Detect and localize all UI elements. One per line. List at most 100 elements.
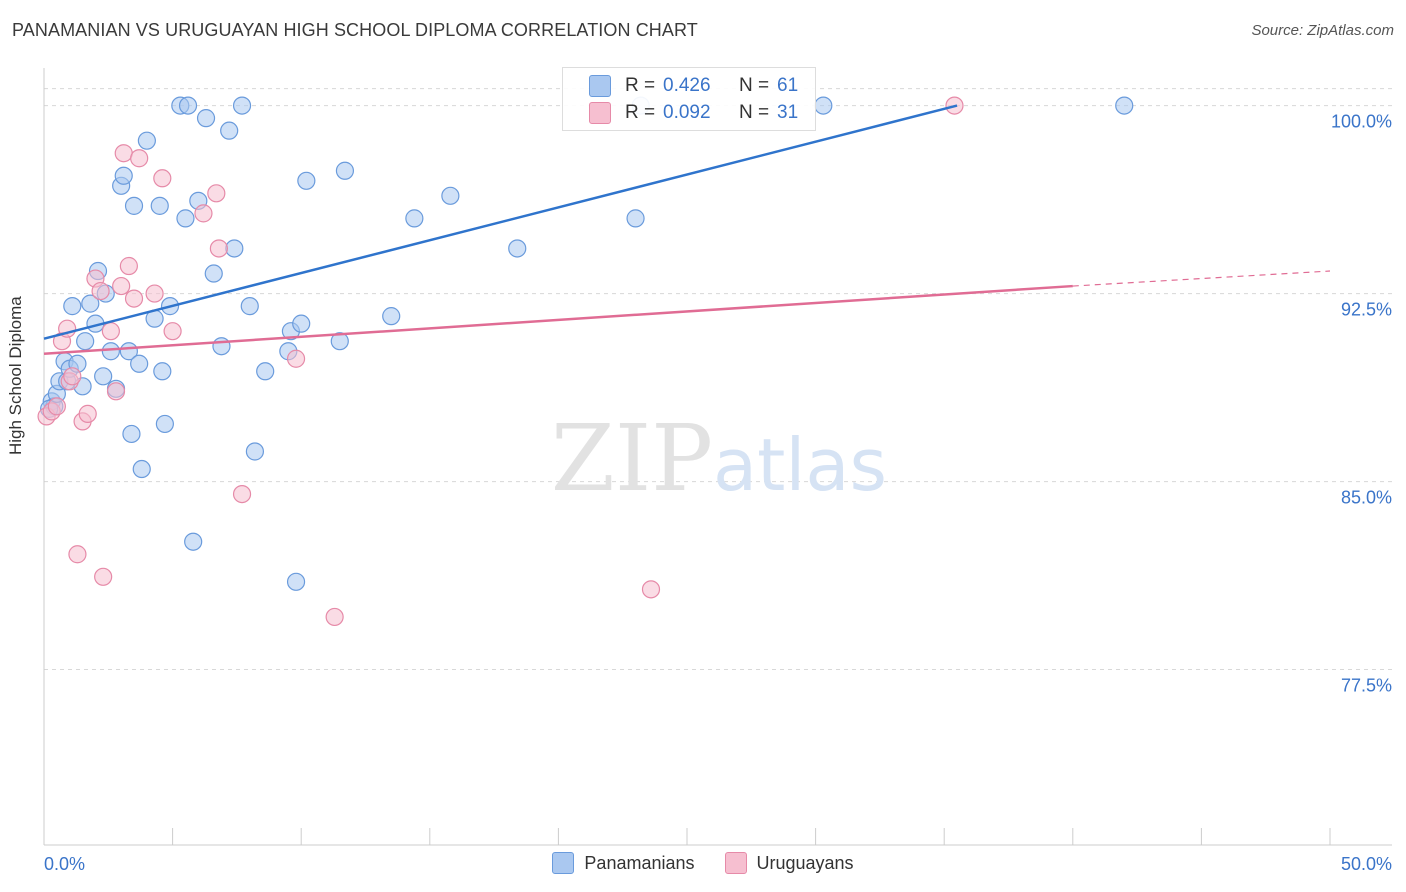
uruguayan-point	[68, 545, 87, 564]
trend-line-uruguayans	[43, 284, 1073, 355]
panamanian-point	[225, 239, 244, 258]
uruguayans-label: Uruguayans	[756, 852, 854, 873]
uruguayan-point	[114, 144, 133, 163]
panamanian-point	[245, 442, 265, 461]
y-tick-label: 77.5%	[1341, 676, 1392, 696]
panamanian-point	[124, 196, 144, 215]
legend-r-value: 0.426	[663, 75, 711, 96]
uruguayan-point	[63, 367, 82, 386]
data-points	[37, 96, 1134, 627]
uruguayan-point	[209, 239, 228, 258]
panamanian-point	[256, 362, 275, 381]
legend-r-value: 0.092	[663, 102, 711, 123]
panamanian-point	[184, 532, 203, 551]
panamanian-point	[405, 209, 424, 228]
panamanian-point	[130, 354, 149, 373]
legend-swatch-pink	[589, 102, 611, 124]
panamanian-point	[63, 297, 82, 316]
panamanian-point	[330, 332, 349, 351]
legend-row-panamanians: R = 0.426 N = 61	[589, 75, 798, 97]
legend-swatch-blue	[589, 75, 611, 97]
tick-labels: 100.0% 92.5% 85.0% 77.5% 0.0% 50.0%	[44, 112, 1392, 874]
watermark-zip: ZIP	[551, 405, 713, 512]
x-tick-label: 50.0%	[1341, 854, 1392, 874]
panamanian-point	[94, 367, 113, 386]
panamanian-point	[286, 572, 306, 591]
uruguayan-point	[106, 382, 126, 401]
uruguayan-point	[124, 289, 144, 308]
trend-lines	[43, 104, 1331, 355]
uruguayan-point	[91, 281, 110, 301]
panamanian-point	[297, 171, 316, 190]
panamanian-point	[204, 264, 223, 283]
panamanian-point	[76, 332, 95, 351]
trend-line-panamanians	[43, 104, 958, 340]
trend-line-extension	[1072, 270, 1331, 287]
uruguayan-point	[47, 397, 66, 416]
panamanian-point	[150, 196, 169, 215]
uruguayan-point	[94, 567, 113, 586]
legend-item-uruguayans[interactable]: Uruguayans	[724, 852, 854, 874]
uruguayan-point	[207, 184, 226, 203]
panamanians-label: Panamanians	[584, 852, 695, 873]
panamanian-point	[441, 186, 460, 205]
panamanian-point	[335, 161, 355, 180]
legend-item-panamanians[interactable]: Panamanians	[552, 852, 695, 874]
panamanian-point	[232, 96, 252, 115]
uruguayans-swatch	[724, 852, 747, 874]
x-tick-label: 0.0%	[44, 854, 85, 874]
source-label: Source: ZipAtlas.com	[1251, 22, 1394, 39]
gridlines	[44, 88, 1392, 671]
uruguayan-point	[101, 322, 120, 341]
panamanian-point	[626, 209, 645, 228]
uruguayan-point	[78, 404, 97, 423]
uruguayan-point	[119, 256, 138, 276]
legend-r-label: R =	[625, 102, 656, 123]
watermark-atlas: atlas	[713, 423, 887, 507]
panamanian-point	[101, 342, 120, 361]
panamanian-point	[176, 209, 195, 228]
axes	[43, 68, 1392, 846]
panamanian-point	[196, 109, 216, 128]
legend-r-label: R =	[625, 75, 656, 96]
y-tick-label: 100.0%	[1331, 112, 1392, 132]
panamanian-point	[1115, 96, 1134, 115]
panamanian-point	[178, 96, 198, 115]
panamanian-point	[382, 307, 401, 326]
panamanian-point	[155, 414, 174, 434]
uruguayan-point	[130, 149, 149, 168]
y-tick-label: 85.0%	[1341, 488, 1392, 508]
panamanian-point	[132, 459, 151, 479]
y-tick-label: 92.5%	[1341, 300, 1392, 320]
correlation-legend: R = 0.426 N = 61 R = 0.092 N = 31	[562, 67, 816, 131]
panamanian-point	[114, 166, 133, 185]
uruguayan-point	[232, 484, 252, 504]
legend-n-value: 31	[777, 102, 799, 123]
panamanian-point	[292, 314, 311, 333]
uruguayan-point	[153, 169, 172, 188]
panamanian-point	[508, 239, 527, 258]
legend-n-value: 61	[777, 75, 799, 96]
panamanian-point	[81, 294, 100, 313]
legend-n-label: N =	[739, 102, 770, 123]
chart-title: PANAMANIAN VS URUGUAYAN HIGH SCHOOL DIPL…	[12, 20, 698, 40]
panamanian-point	[212, 337, 231, 356]
panamanian-point	[122, 424, 141, 444]
panamanian-point	[814, 96, 833, 115]
panamanian-point	[153, 362, 172, 381]
uruguayan-point	[641, 580, 661, 599]
uruguayan-point	[325, 607, 344, 627]
series-legend: Panamanians Uruguayans	[0, 852, 1406, 874]
uruguayan-point	[163, 322, 182, 341]
legend-row-uruguayans: R = 0.092 N = 31	[589, 102, 798, 124]
panamanians-swatch	[552, 852, 575, 874]
panamanian-point	[240, 297, 259, 316]
uruguayan-point	[112, 276, 131, 296]
watermark: ZIP atlas	[551, 405, 887, 512]
uruguayan-point	[286, 349, 306, 368]
y-axis-label: High School Diploma	[6, 296, 25, 455]
uruguayan-point	[194, 204, 213, 223]
panamanian-point	[220, 121, 239, 140]
uruguayan-point	[145, 284, 164, 303]
